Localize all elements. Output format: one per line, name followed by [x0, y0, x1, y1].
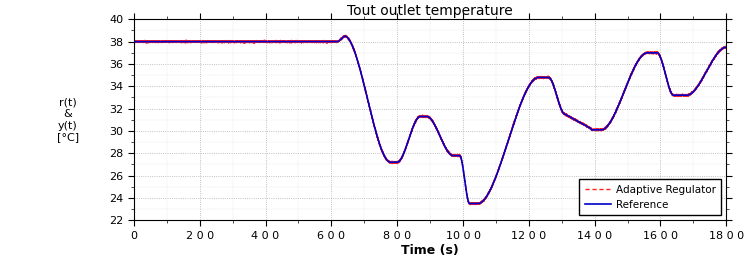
Reference	[340, 35, 349, 38]
Adaptive Regulator	[193, 41, 202, 45]
Reference	[193, 40, 202, 43]
Title: Tout outlet temperature: Tout outlet temperature	[347, 4, 513, 18]
Reference	[517, 101, 526, 105]
Reference	[157, 40, 166, 43]
Reference	[666, 90, 675, 93]
Adaptive Regulator	[470, 203, 479, 207]
Adaptive Regulator	[341, 34, 350, 37]
Line: Adaptive Regulator: Adaptive Regulator	[134, 35, 726, 205]
Adaptive Regulator	[722, 45, 731, 48]
Reference	[178, 40, 187, 43]
Adaptive Regulator	[666, 90, 675, 93]
Reference	[465, 202, 474, 205]
Reference	[722, 46, 731, 49]
Line: Reference: Reference	[134, 36, 726, 203]
Adaptive Regulator	[129, 39, 138, 43]
Y-axis label: r(t)
&
y(t)
[°C]: r(t) & y(t) [°C]	[57, 97, 79, 142]
Adaptive Regulator	[528, 80, 537, 83]
Adaptive Regulator	[178, 40, 187, 43]
Reference	[129, 40, 138, 43]
Adaptive Regulator	[517, 101, 526, 105]
Legend: Adaptive Regulator, Reference: Adaptive Regulator, Reference	[580, 180, 721, 215]
Reference	[528, 80, 537, 83]
Adaptive Regulator	[157, 40, 166, 43]
X-axis label: Time (s): Time (s)	[401, 243, 459, 256]
